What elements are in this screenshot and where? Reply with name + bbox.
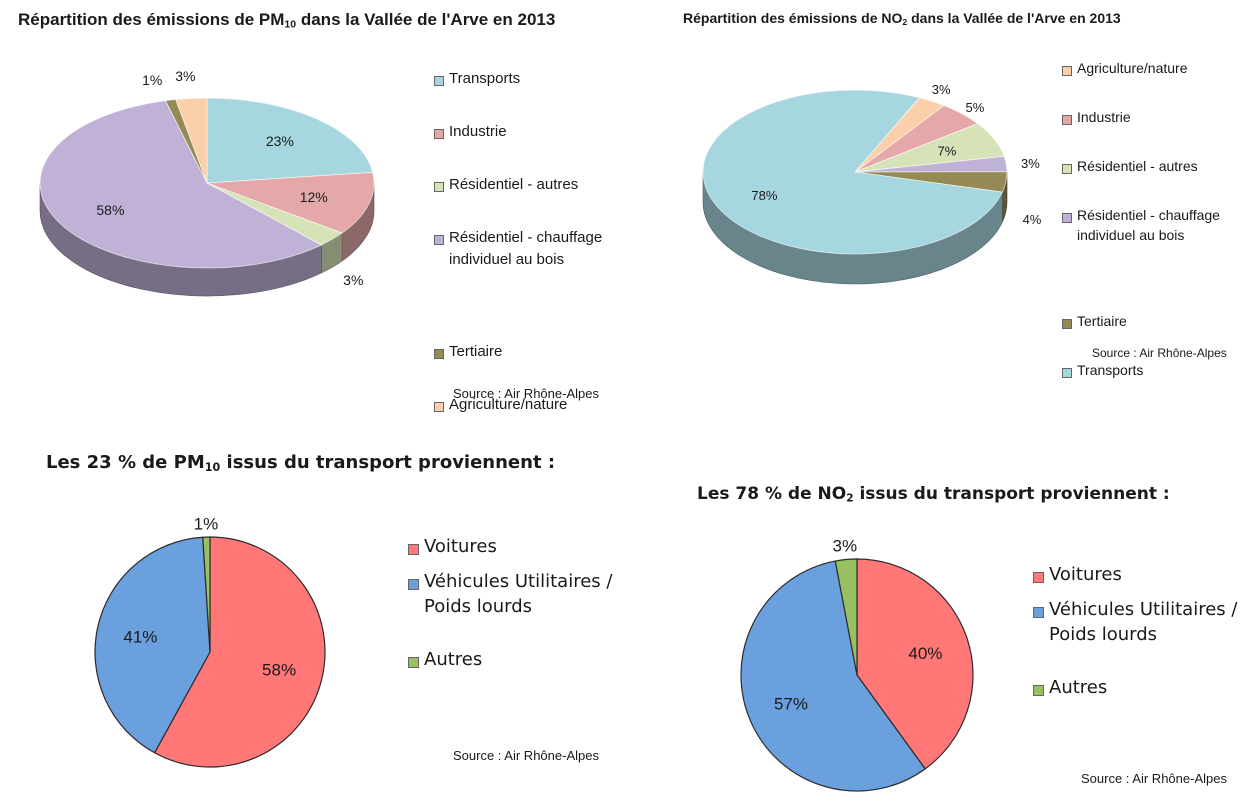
legend-item-5: Tertiaire <box>1062 313 1127 331</box>
legend-label-5: Tertiaire <box>1077 313 1127 329</box>
legend-item-2: Véhicules Utilitaires / Poids lourds <box>408 571 612 619</box>
legend-label-3: Autres <box>1049 677 1108 698</box>
legend-item-6: Transports <box>1062 362 1143 380</box>
chart4-source: Source : Air Rhône-Alpes <box>1081 771 1227 786</box>
legend-item-3: Autres <box>408 649 482 672</box>
legend-swatch-6 <box>1062 368 1072 378</box>
data-label-5: 1% <box>142 72 162 88</box>
chart4-no2-transport-pie: 40% 57% 3% <box>740 537 974 792</box>
data-label-2: 57% <box>774 695 808 714</box>
legend-item-1: Voitures <box>408 536 497 559</box>
data-label-1: 23% <box>266 133 294 149</box>
legend-item-1: Transports <box>434 70 520 90</box>
legend-swatch-5 <box>1062 319 1072 329</box>
legend-swatch-1 <box>1033 572 1044 583</box>
data-label-4: 3% <box>1021 156 1040 171</box>
data-label-6: 3% <box>175 68 195 84</box>
legend-swatch-1 <box>434 76 444 86</box>
pie-slice-2 <box>94 536 211 754</box>
legend-label-1: Agriculture/nature <box>1077 60 1188 76</box>
legend-swatch-1 <box>408 544 419 555</box>
legend-item-6: Agriculture/nature <box>434 396 567 416</box>
legend-item-5: Tertiaire <box>434 343 502 363</box>
chart1-pm10-pie: 23% 12% 3% 58% 1% 3% <box>39 68 375 297</box>
data-label-3: 3% <box>343 272 363 288</box>
legend-swatch-6 <box>434 402 444 412</box>
data-label-6: 78% <box>751 188 777 203</box>
legend-label-2: Industrie <box>449 123 507 140</box>
legend-swatch-3 <box>408 657 419 668</box>
chart4-title: Les 78 % de NO2 issus du transport provi… <box>697 484 1170 505</box>
data-label-3: 3% <box>832 537 857 556</box>
legend-swatch-3 <box>1033 685 1044 696</box>
legend-swatch-2 <box>1062 115 1072 125</box>
legend-label-6: Transports <box>1077 362 1144 378</box>
legend-swatch-2 <box>408 579 419 590</box>
pie-slice-1 <box>856 558 974 770</box>
legend-item-2: Industrie <box>1062 109 1131 127</box>
legend-label-2: Véhicules Utilitaires / Poids lourds <box>1049 599 1238 645</box>
legend-item-2: Industrie <box>434 123 507 143</box>
chart2-title: Répartition des émissions de NO2 dans la… <box>683 10 1121 28</box>
legend-item-1: Agriculture/nature <box>1062 60 1188 78</box>
legend-item-4: Résidentiel - chauffage individuel au boi… <box>434 229 602 271</box>
data-label-3: 7% <box>938 143 957 158</box>
data-label-5: 4% <box>1023 212 1042 227</box>
data-label-3: 1% <box>194 514 219 533</box>
pie-slice-3 <box>202 536 211 653</box>
pie-slice-6 <box>175 97 208 184</box>
pie-slice-1 <box>206 97 374 184</box>
legend-swatch-4 <box>434 235 444 245</box>
legend-label-4: Résidentiel - chauffage individuel au boi… <box>1077 207 1220 243</box>
legend-item-3: Autres <box>1033 677 1107 700</box>
chart4-legend: Voitures Véhicules Utilitaires / Poids lou… <box>1033 564 1248 716</box>
data-label-2: 5% <box>966 100 985 115</box>
chart3-pm10-transport-pie: 58% 41% 1% <box>94 514 326 768</box>
legend-swatch-2 <box>1033 607 1044 618</box>
legend-item-4: Résidentiel - chauffage individuel au boi… <box>1062 207 1220 245</box>
chart1-legend: Transports Industrie Résidentiel - autres R… <box>434 70 634 413</box>
chart2-source: Source : Air Rhône-Alpes <box>1092 346 1227 360</box>
pie-slice-3 <box>834 558 858 676</box>
chart1-source: Source : Air Rhône-Alpes <box>453 386 599 401</box>
legend-label-3: Résidentiel - autres <box>449 176 579 193</box>
legend-swatch-3 <box>1062 164 1072 174</box>
data-label-4: 58% <box>96 202 124 218</box>
chart1-title: Répartition des émissions de PM10 dans l… <box>18 10 556 31</box>
legend-label-2: Véhicules Utilitaires / Poids lourds <box>424 571 613 617</box>
pie-slice-2 <box>206 171 375 234</box>
legend-label-1: Transports <box>449 70 521 87</box>
legend-swatch-5 <box>434 349 444 359</box>
chart3-source: Source : Air Rhône-Alpes <box>453 748 599 763</box>
pie-slice-4 <box>39 100 323 269</box>
legend-item-3: Résidentiel - autres <box>1062 158 1198 176</box>
data-label-1: 58% <box>262 661 296 680</box>
legend-label-4: Résidentiel - chauffage individuel au boi… <box>449 229 603 268</box>
legend-swatch-2 <box>434 129 444 139</box>
legend-swatch-4 <box>1062 213 1072 223</box>
legend-label-2: Industrie <box>1077 109 1131 125</box>
pie-slice-1 <box>153 536 326 768</box>
legend-label-1: Voitures <box>424 536 497 557</box>
pie-slice-6 <box>702 89 1003 255</box>
data-label-2: 12% <box>300 189 328 205</box>
legend-item-3: Résidentiel - autres <box>434 176 578 196</box>
data-label-1: 40% <box>908 644 942 663</box>
chart2-legend: Agriculture/nature Industrie Résidentiel -… <box>1062 60 1252 378</box>
data-label-2: 41% <box>123 627 157 646</box>
data-label-1: 3% <box>932 82 951 97</box>
legend-label-3: Autres <box>424 649 483 670</box>
legend-label-5: Tertiaire <box>449 343 503 360</box>
legend-label-1: Voitures <box>1049 564 1122 585</box>
legend-label-3: Résidentiel - autres <box>1077 158 1198 174</box>
legend-swatch-1 <box>1062 66 1072 76</box>
legend-item-1: Voitures <box>1033 564 1122 587</box>
legend-swatch-3 <box>434 182 444 192</box>
pie-slice-2 <box>740 560 927 792</box>
chart3-legend: Voitures Véhicules Utilitaires / Poids lou… <box>408 536 658 698</box>
legend-item-2: Véhicules Utilitaires / Poids lourds <box>1033 599 1237 647</box>
legend-label-6: Agriculture/nature <box>449 396 568 413</box>
chart2-no2-pie: 3% 5% 7% 3% 4% 78% <box>702 82 1042 285</box>
chart3-title: Les 23 % de PM10 issus du transport prov… <box>46 452 556 474</box>
